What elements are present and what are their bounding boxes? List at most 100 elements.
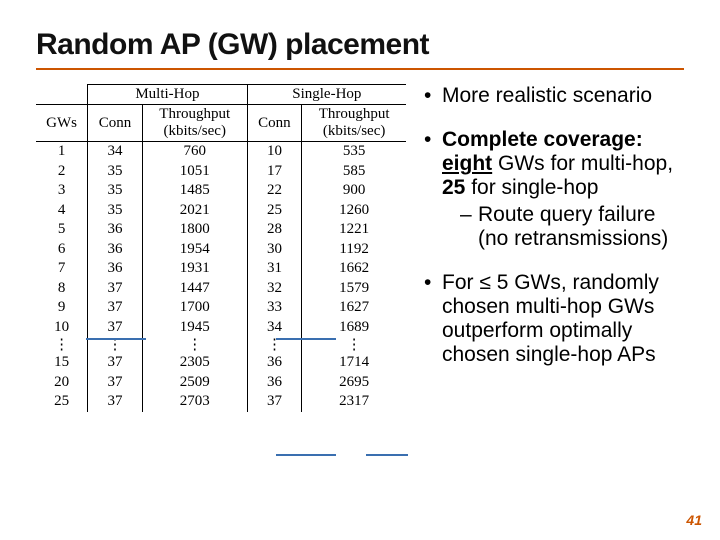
table-cell: 31 [247, 259, 302, 279]
table-cell: 1 [36, 142, 88, 162]
bullet-1: More realistic scenario [424, 84, 684, 108]
table-cell: 1485 [142, 181, 247, 201]
table-cell: 15 [36, 353, 88, 373]
bullet-list: More realistic scenario Complete coverag… [406, 84, 684, 412]
th-tp-s: Throughput (kbits/sec) [302, 105, 406, 142]
page-number: 41 [686, 512, 702, 528]
th-multi: Multi-Hop [88, 85, 247, 105]
th-tp-s-l2: (kbits/sec) [323, 123, 385, 139]
table-body: 1347601053523510511758533514852290043520… [36, 142, 406, 412]
table-cell: 36 [88, 220, 143, 240]
table-cell: 32 [247, 279, 302, 299]
table-cell: 20 [36, 373, 88, 393]
table-row: 9371700331627 [36, 298, 406, 318]
table-row: 5361800281221 [36, 220, 406, 240]
table-cell: 34 [88, 142, 143, 162]
table-cell: 25 [36, 392, 88, 412]
th-conn-m: Conn [88, 105, 143, 142]
table-cell: 4 [36, 201, 88, 221]
underline-3 [276, 454, 336, 456]
table-row: 8371447321579 [36, 279, 406, 299]
table-cell: 36 [247, 353, 302, 373]
underline-4 [366, 454, 408, 456]
table-cell: 535 [302, 142, 406, 162]
table-cell: 1714 [302, 353, 406, 373]
table-cell: 10 [247, 142, 302, 162]
data-table: Multi-Hop Single-Hop GWs Conn Throughput… [36, 84, 406, 412]
table-cell: 10 [36, 318, 88, 338]
b2-part-b: GWs for multi-hop, [492, 152, 673, 175]
table-cell: 9 [36, 298, 88, 318]
table-cell: 2021 [142, 201, 247, 221]
table-row: 4352021251260 [36, 201, 406, 221]
table-cell: 2317 [302, 392, 406, 412]
table-cell: 30 [247, 240, 302, 260]
table-cell: 2305 [142, 353, 247, 373]
content-area: Multi-Hop Single-Hop GWs Conn Throughput… [36, 84, 684, 412]
th-tp-m-l2: (kbits/sec) [163, 123, 225, 139]
th-gws: GWs [36, 105, 88, 142]
table-row: 335148522900 [36, 181, 406, 201]
table-cell: 1260 [302, 201, 406, 221]
table-row: 235105117585 [36, 162, 406, 182]
table-cell: 28 [247, 220, 302, 240]
table-cell: 36 [88, 259, 143, 279]
table-cell: 1945 [142, 318, 247, 338]
table-cell: 7 [36, 259, 88, 279]
th-tp-s-l1: Throughput [319, 106, 390, 122]
underline-1 [86, 338, 146, 340]
table-cell: 1700 [142, 298, 247, 318]
table-cell: 22 [247, 181, 302, 201]
table-cell: 1051 [142, 162, 247, 182]
table-cell: 1447 [142, 279, 247, 299]
bullet-3: For ≤ 5 GWs, randomly chosen multi-hop G… [424, 271, 684, 368]
th-conn-s: Conn [247, 105, 302, 142]
vdots-cell: ⋮ [36, 337, 88, 353]
b2-part-c: 25 [442, 176, 465, 199]
bullet-2-sub: Route query failure (no retransmissions) [460, 203, 684, 251]
table-row: 15372305361714 [36, 353, 406, 373]
table-cell: 6 [36, 240, 88, 260]
table-cell: 37 [88, 298, 143, 318]
th-tp-m-l1: Throughput [159, 106, 230, 122]
table-cell: 34 [247, 318, 302, 338]
table-cell: 1192 [302, 240, 406, 260]
table-cell: 25 [247, 201, 302, 221]
table-cell: 1579 [302, 279, 406, 299]
table-cell: 35 [88, 162, 143, 182]
vdots-cell: ⋮ [142, 337, 247, 353]
table-cell: 2695 [302, 373, 406, 393]
th-tp-m: Throughput (kbits/sec) [142, 105, 247, 142]
table-cell: 33 [247, 298, 302, 318]
bullet-2: Complete coverage: eight GWs for multi-h… [424, 128, 684, 251]
table-cell: 900 [302, 181, 406, 201]
b2-part-d: for single-hop [465, 176, 598, 199]
table-cell: 2 [36, 162, 88, 182]
table-cell: 37 [88, 279, 143, 299]
table-cell: 1689 [302, 318, 406, 338]
table-cell: 2509 [142, 373, 247, 393]
table-cell: 760 [142, 142, 247, 162]
table-cell: 36 [88, 240, 143, 260]
table-cell: 35 [88, 181, 143, 201]
table-cell: 3 [36, 181, 88, 201]
th-blank [36, 85, 88, 105]
table-row: 13476010535 [36, 142, 406, 162]
title-rule [36, 68, 684, 70]
table-cell: 1627 [302, 298, 406, 318]
table-cell: 8 [36, 279, 88, 299]
table-cell: 37 [88, 318, 143, 338]
data-table-wrap: Multi-Hop Single-Hop GWs Conn Throughput… [36, 84, 406, 412]
table-cell: 35 [88, 201, 143, 221]
table-row: 7361931311662 [36, 259, 406, 279]
table-row: 25372703372317 [36, 392, 406, 412]
table-cell: 37 [88, 392, 143, 412]
table-cell: 36 [247, 373, 302, 393]
th-single: Single-Hop [247, 85, 406, 105]
underline-2 [276, 338, 336, 340]
table-cell: 1954 [142, 240, 247, 260]
table-cell: 37 [88, 353, 143, 373]
table-cell: 17 [247, 162, 302, 182]
table-row: 10371945341689 [36, 318, 406, 338]
table-cell: 1931 [142, 259, 247, 279]
